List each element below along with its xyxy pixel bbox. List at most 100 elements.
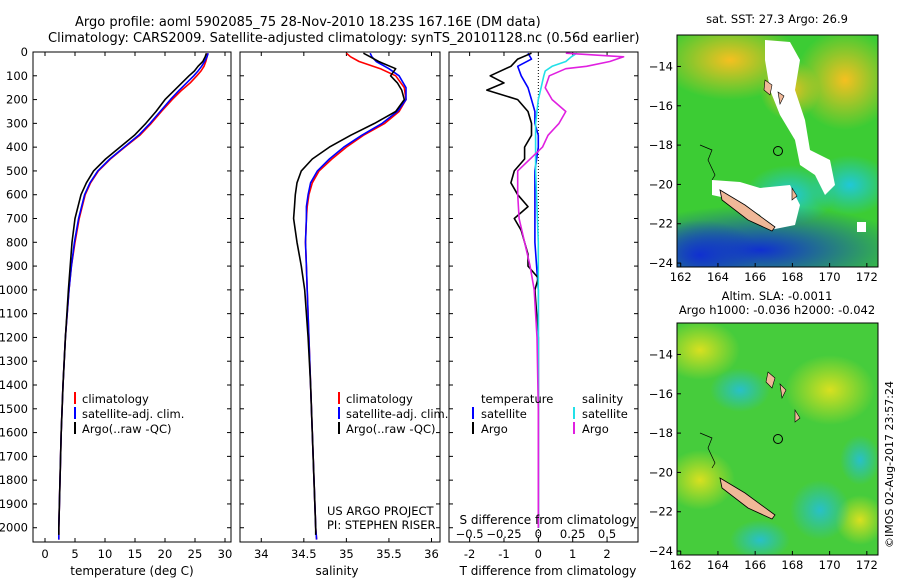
x-tick-label: 2 [603, 547, 610, 561]
depth-tick-label: 1100 [0, 307, 28, 321]
depth-tick-label: 1500 [0, 402, 28, 416]
depth-tick-label: 500 [6, 164, 28, 178]
series-line-satellite-adj-clim- [304, 52, 407, 540]
difference-lines [485, 52, 625, 528]
sst-map-axes: 162 164 166 168 170 172 −24 −22 −20 −18 −16 −14 [649, 59, 878, 284]
map-x-tick-label: 166 [744, 270, 766, 284]
map-x-tick-label: 170 [819, 558, 841, 572]
depth-tick-label: 1000 [0, 283, 28, 297]
x-tick-label: 5 [71, 547, 78, 561]
depth-tick-label: 700 [6, 212, 28, 226]
series-line-climatology [304, 52, 407, 540]
sla-map-title-1: Altim. SLA: -0.0011 [722, 289, 833, 303]
x-tick-label: 1 [569, 547, 576, 561]
map-y-tick-label: −16 [649, 99, 673, 113]
legend-sal-argo-label: Argo [582, 422, 609, 436]
depth-tick-label: 600 [6, 188, 28, 202]
salinity-xlabel: salinity [315, 564, 358, 578]
depth-tick-label: 1800 [0, 473, 28, 487]
series-line-temperature-satellite [516, 52, 540, 528]
temperature-lines [57, 52, 209, 540]
series-line-temperature-argo [485, 52, 540, 528]
argo-position-marker [773, 146, 783, 156]
map-x-tick-label: 172 [856, 558, 878, 572]
title-line-1: Argo profile: aoml 5902085_75 28-Nov-201… [75, 15, 541, 30]
salinity-lines [292, 52, 407, 540]
sla-map-title-2: Argo h1000: -0.036 h2000: -0.042 [679, 303, 875, 317]
legend-clim-label: climatology [82, 392, 149, 406]
legend-clim-label: climatology [346, 392, 413, 406]
depth-tick-label: 200 [6, 93, 28, 107]
map-x-tick-label: 170 [819, 270, 841, 284]
difference-xlabel: T difference from climatology [459, 564, 637, 578]
map-x-tick-label: 166 [744, 558, 766, 572]
imos-stamp: ©IMOS 02-Aug-2017 23:57:24 [883, 381, 896, 548]
x-tick-label: 15 [128, 547, 143, 561]
x-tick-label: 20 [158, 547, 173, 561]
temperature-panel [32, 51, 232, 543]
series-line-argo-raw-qc- [292, 52, 406, 535]
map-y-tick-label: −20 [649, 465, 673, 479]
depth-tick-label: 1400 [0, 378, 28, 392]
difference-legend: temperature salinity satellite Argo sate… [472, 392, 628, 436]
depth-tick-label: 800 [6, 235, 28, 249]
map-y-tick-label: −16 [649, 387, 673, 401]
map-y-tick-label: −24 [649, 256, 673, 270]
x-tick-label: 34 [254, 547, 269, 561]
legend-temp-header: temperature [481, 392, 553, 406]
map-x-tick-label: 162 [670, 558, 692, 572]
series-line-satellite-adj-clim- [57, 52, 209, 540]
map-y-tick-label: −24 [649, 544, 673, 558]
legend-temp-sat-label: satellite [481, 407, 527, 421]
depth-tick-label: 2000 [0, 521, 28, 535]
title-line-2: Climatology: CARS2009. Satellite-adjuste… [48, 31, 640, 46]
series-line-argo-raw-qc- [57, 52, 208, 535]
x-tick-label: 0 [535, 547, 542, 561]
depth-tick-label: 1200 [0, 330, 28, 344]
credit-line-2: PI: STEPHEN RISER [327, 518, 436, 532]
argo-position-marker [773, 434, 783, 444]
depth-tick-label: 100 [6, 69, 28, 83]
difference-panel [448, 51, 639, 543]
x-tick-label: 35 [339, 547, 354, 561]
x-tick-label: -1 [498, 547, 509, 561]
map-x-tick-label: 164 [707, 270, 729, 284]
map-y-tick-label: −18 [649, 138, 673, 152]
series-line-climatology [57, 53, 209, 540]
temperature-x-axis: 0 5 10 15 20 25 30 [41, 52, 232, 561]
map-x-tick-label: 168 [781, 270, 803, 284]
x-tick-label: 36 [424, 547, 439, 561]
legend-sal-header: salinity [582, 392, 623, 406]
x-tick-label: 25 [188, 547, 203, 561]
sal-diff-tick-label: −0.5 [456, 527, 484, 541]
depth-tick-label: 300 [6, 116, 28, 130]
temperature-xlabel: temperature (deg C) [70, 564, 193, 578]
depth-axis: 0 100 200 300 400 500 600 700 800 900 1000 1100 1200… [0, 45, 638, 535]
salinity-x-axis: 34 34.5 35 35.5 36 [254, 52, 439, 561]
depth-tick-label: 400 [6, 140, 28, 154]
salinity-panel [239, 51, 441, 543]
legend-argo-label: Argo(..raw -QC) [82, 422, 172, 436]
depth-tick-label: 1700 [0, 449, 28, 463]
series-line-salinity-satellite [534, 52, 578, 528]
sla-map-axes: 162 164 166 168 170 172 −24 −22 −20 −18 −16 −14 [649, 347, 878, 572]
sal-diff-tick-label: 0.5 [598, 527, 616, 541]
x-tick-label: 30 [218, 547, 233, 561]
credit-line-1: US ARGO PROJECT [327, 504, 435, 518]
salinity-legend: climatology satellite-adj. clim. Argo(..… [338, 392, 448, 436]
sla-map [677, 323, 878, 555]
depth-tick-label: 1600 [0, 426, 28, 440]
map-y-tick-label: −14 [649, 347, 673, 361]
map-x-tick-label: 168 [781, 558, 803, 572]
depth-tick-label: 1300 [0, 354, 28, 368]
map-y-tick-label: −14 [649, 59, 673, 73]
depth-tick-label: 1900 [0, 497, 28, 511]
legend-sat-label: satellite-adj. clim. [346, 407, 448, 421]
map-y-tick-label: −22 [649, 217, 673, 231]
x-tick-label: 0 [41, 547, 48, 561]
difference-xlabel-top: S difference from climatology [460, 513, 637, 527]
legend-sal-sat-label: satellite [582, 407, 628, 421]
map-y-tick-label: −18 [649, 426, 673, 440]
sal-diff-tick-label: −0.25 [486, 527, 521, 541]
